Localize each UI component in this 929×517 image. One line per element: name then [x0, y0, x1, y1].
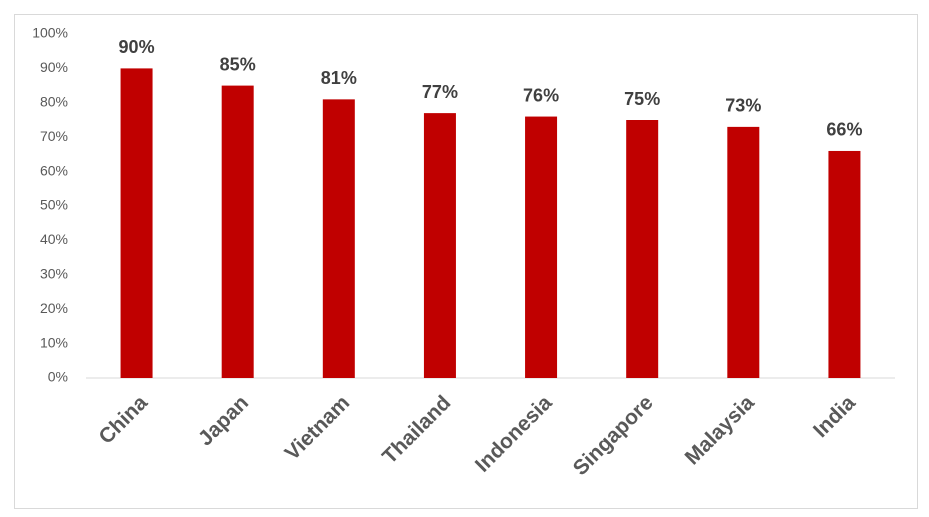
- value-label: 73%: [725, 96, 761, 116]
- y-tick-label: 10%: [40, 334, 68, 350]
- chart-border: [14, 14, 918, 509]
- y-tick-label: 50%: [40, 197, 68, 213]
- value-label: 90%: [119, 37, 155, 57]
- y-tick-label: 20%: [40, 300, 68, 316]
- value-label: 77%: [422, 82, 458, 102]
- y-tick-label: 30%: [40, 266, 68, 282]
- y-tick-label: 40%: [40, 231, 68, 247]
- value-label: 85%: [220, 54, 256, 74]
- y-tick-label: 60%: [40, 162, 68, 178]
- bar: [120, 68, 153, 379]
- bar: [322, 99, 355, 379]
- bar: [221, 85, 254, 378]
- value-label: 75%: [624, 89, 660, 109]
- bar: [423, 113, 456, 379]
- value-label: 81%: [321, 68, 357, 88]
- y-tick-label: 0%: [48, 369, 68, 385]
- y-tick-label: 100%: [32, 25, 68, 41]
- value-label: 66%: [826, 120, 862, 140]
- y-tick-label: 70%: [40, 128, 68, 144]
- bar: [727, 126, 760, 378]
- value-label: 76%: [523, 85, 559, 105]
- bar: [525, 116, 558, 378]
- y-tick-label: 90%: [40, 59, 68, 75]
- y-tick-label: 80%: [40, 94, 68, 110]
- bar: [828, 150, 861, 378]
- bar: [626, 120, 659, 378]
